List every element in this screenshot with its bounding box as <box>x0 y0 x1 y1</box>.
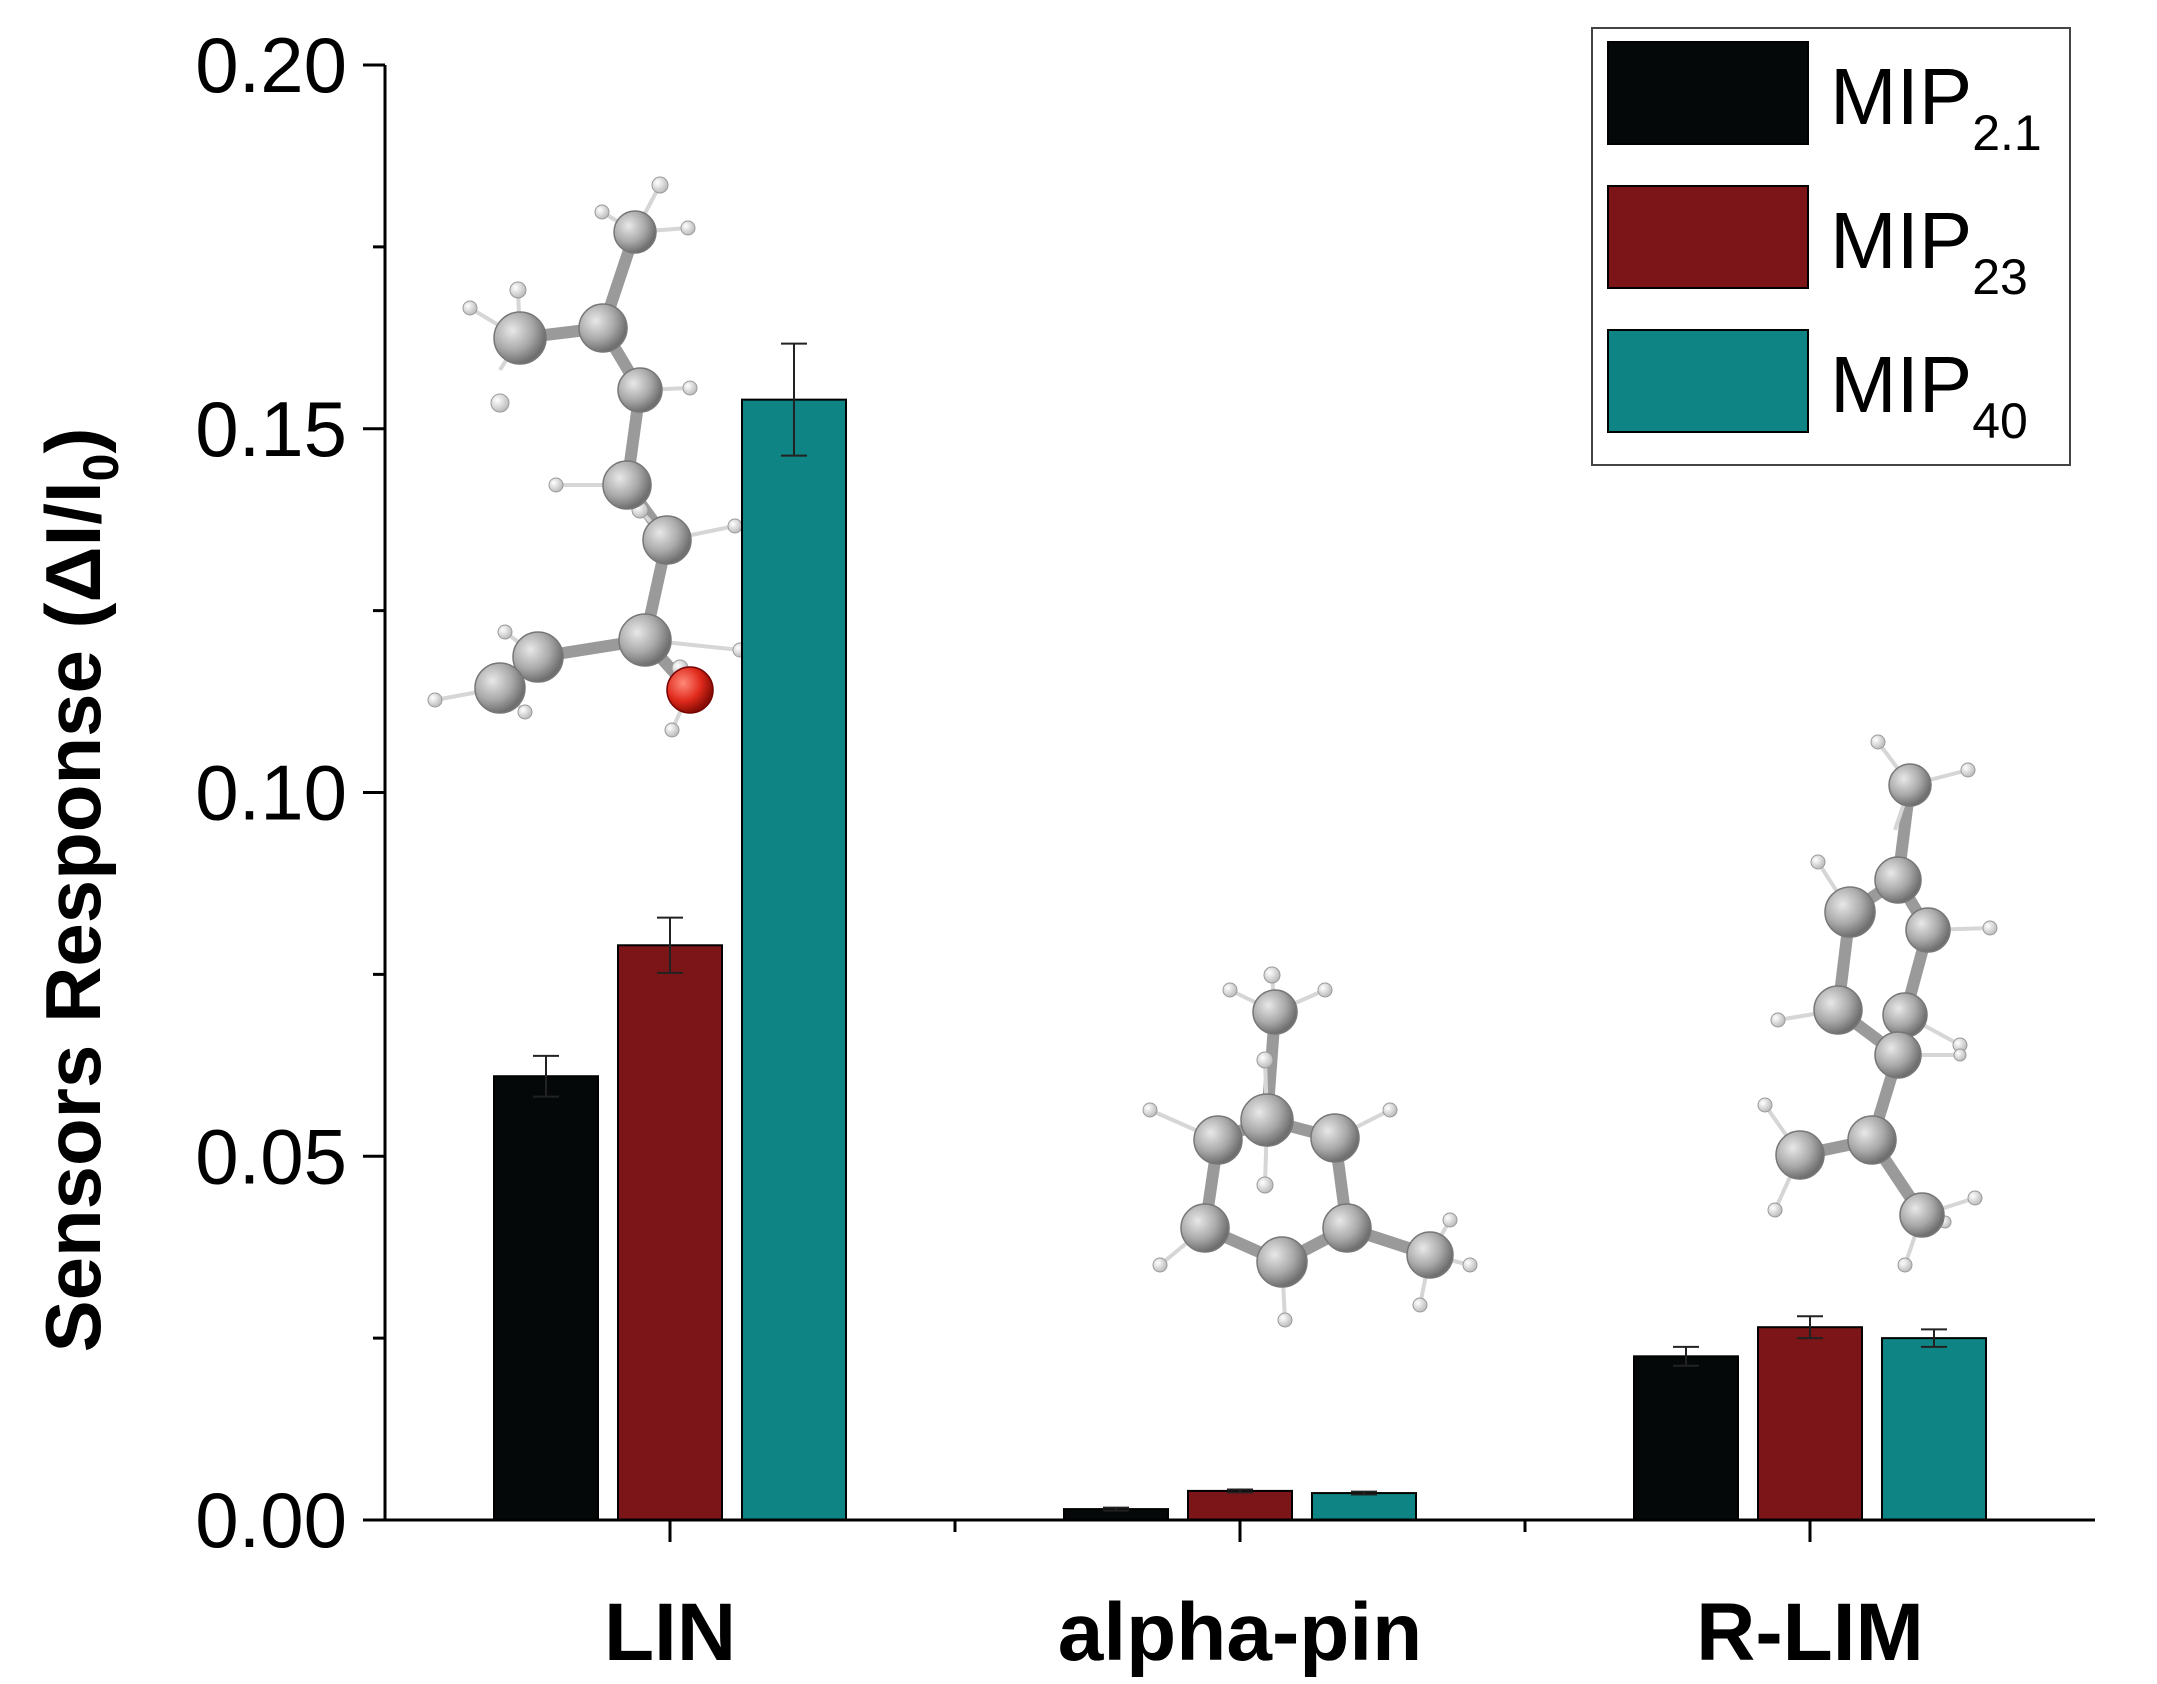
x-categories: LIN alpha-pin R-LIM <box>604 1520 1924 1678</box>
bar <box>1633 1355 1739 1521</box>
x-category-label: alpha-pin <box>1058 1587 1422 1678</box>
limonene-molecule-icon <box>1757 734 1998 1273</box>
y-axis-label-subscript: 0 <box>73 454 129 482</box>
y-axis-label: Sensors Response (ΔI/I0) <box>29 428 129 1353</box>
bar <box>1187 1489 1293 1522</box>
bar <box>1881 1337 1987 1521</box>
y-tick-label: 0.15 <box>195 385 347 473</box>
x-category-label: LIN <box>604 1587 736 1678</box>
legend-label-main: MIP <box>1830 52 1972 141</box>
bar <box>493 1075 599 1521</box>
y-axis-label-close: ) <box>29 428 117 454</box>
legend-label-main: MIP <box>1830 340 1972 429</box>
y-tick-label: 0.00 <box>195 1476 347 1564</box>
bar <box>741 398 847 1521</box>
x-category-label: R-LIM <box>1696 1587 1924 1678</box>
legend-label: MIP23 <box>1830 196 2028 305</box>
bar <box>1311 1492 1417 1522</box>
legend-label: MIP40 <box>1830 340 2028 449</box>
legend-label-subscript: 23 <box>1972 249 2028 305</box>
legend-swatch <box>1607 329 1809 433</box>
y-axis-label-main: Sensors Response (ΔI/I <box>29 481 117 1352</box>
bars-layer <box>493 342 1987 1522</box>
legend-label-subscript: 40 <box>1972 393 2028 449</box>
legend-label-main: MIP <box>1830 196 1972 285</box>
legend-label-subscript: 2.1 <box>1972 105 2042 161</box>
y-tick-label: 0.10 <box>195 749 347 837</box>
legend-swatch <box>1607 41 1809 145</box>
bar <box>1757 1326 1863 1522</box>
y-tick-label: 0.05 <box>195 1112 347 1200</box>
alpha-pinene-molecule-icon <box>1142 966 1478 1328</box>
legend-swatch <box>1607 185 1809 289</box>
legend-label: MIP2.1 <box>1830 52 2042 161</box>
y-tick-label: 0.20 <box>195 21 347 109</box>
linalool-molecule-icon <box>427 176 748 738</box>
bar <box>617 944 723 1521</box>
y-ticks: 0.00 0.05 0.10 0.15 0.20 <box>195 21 385 1564</box>
